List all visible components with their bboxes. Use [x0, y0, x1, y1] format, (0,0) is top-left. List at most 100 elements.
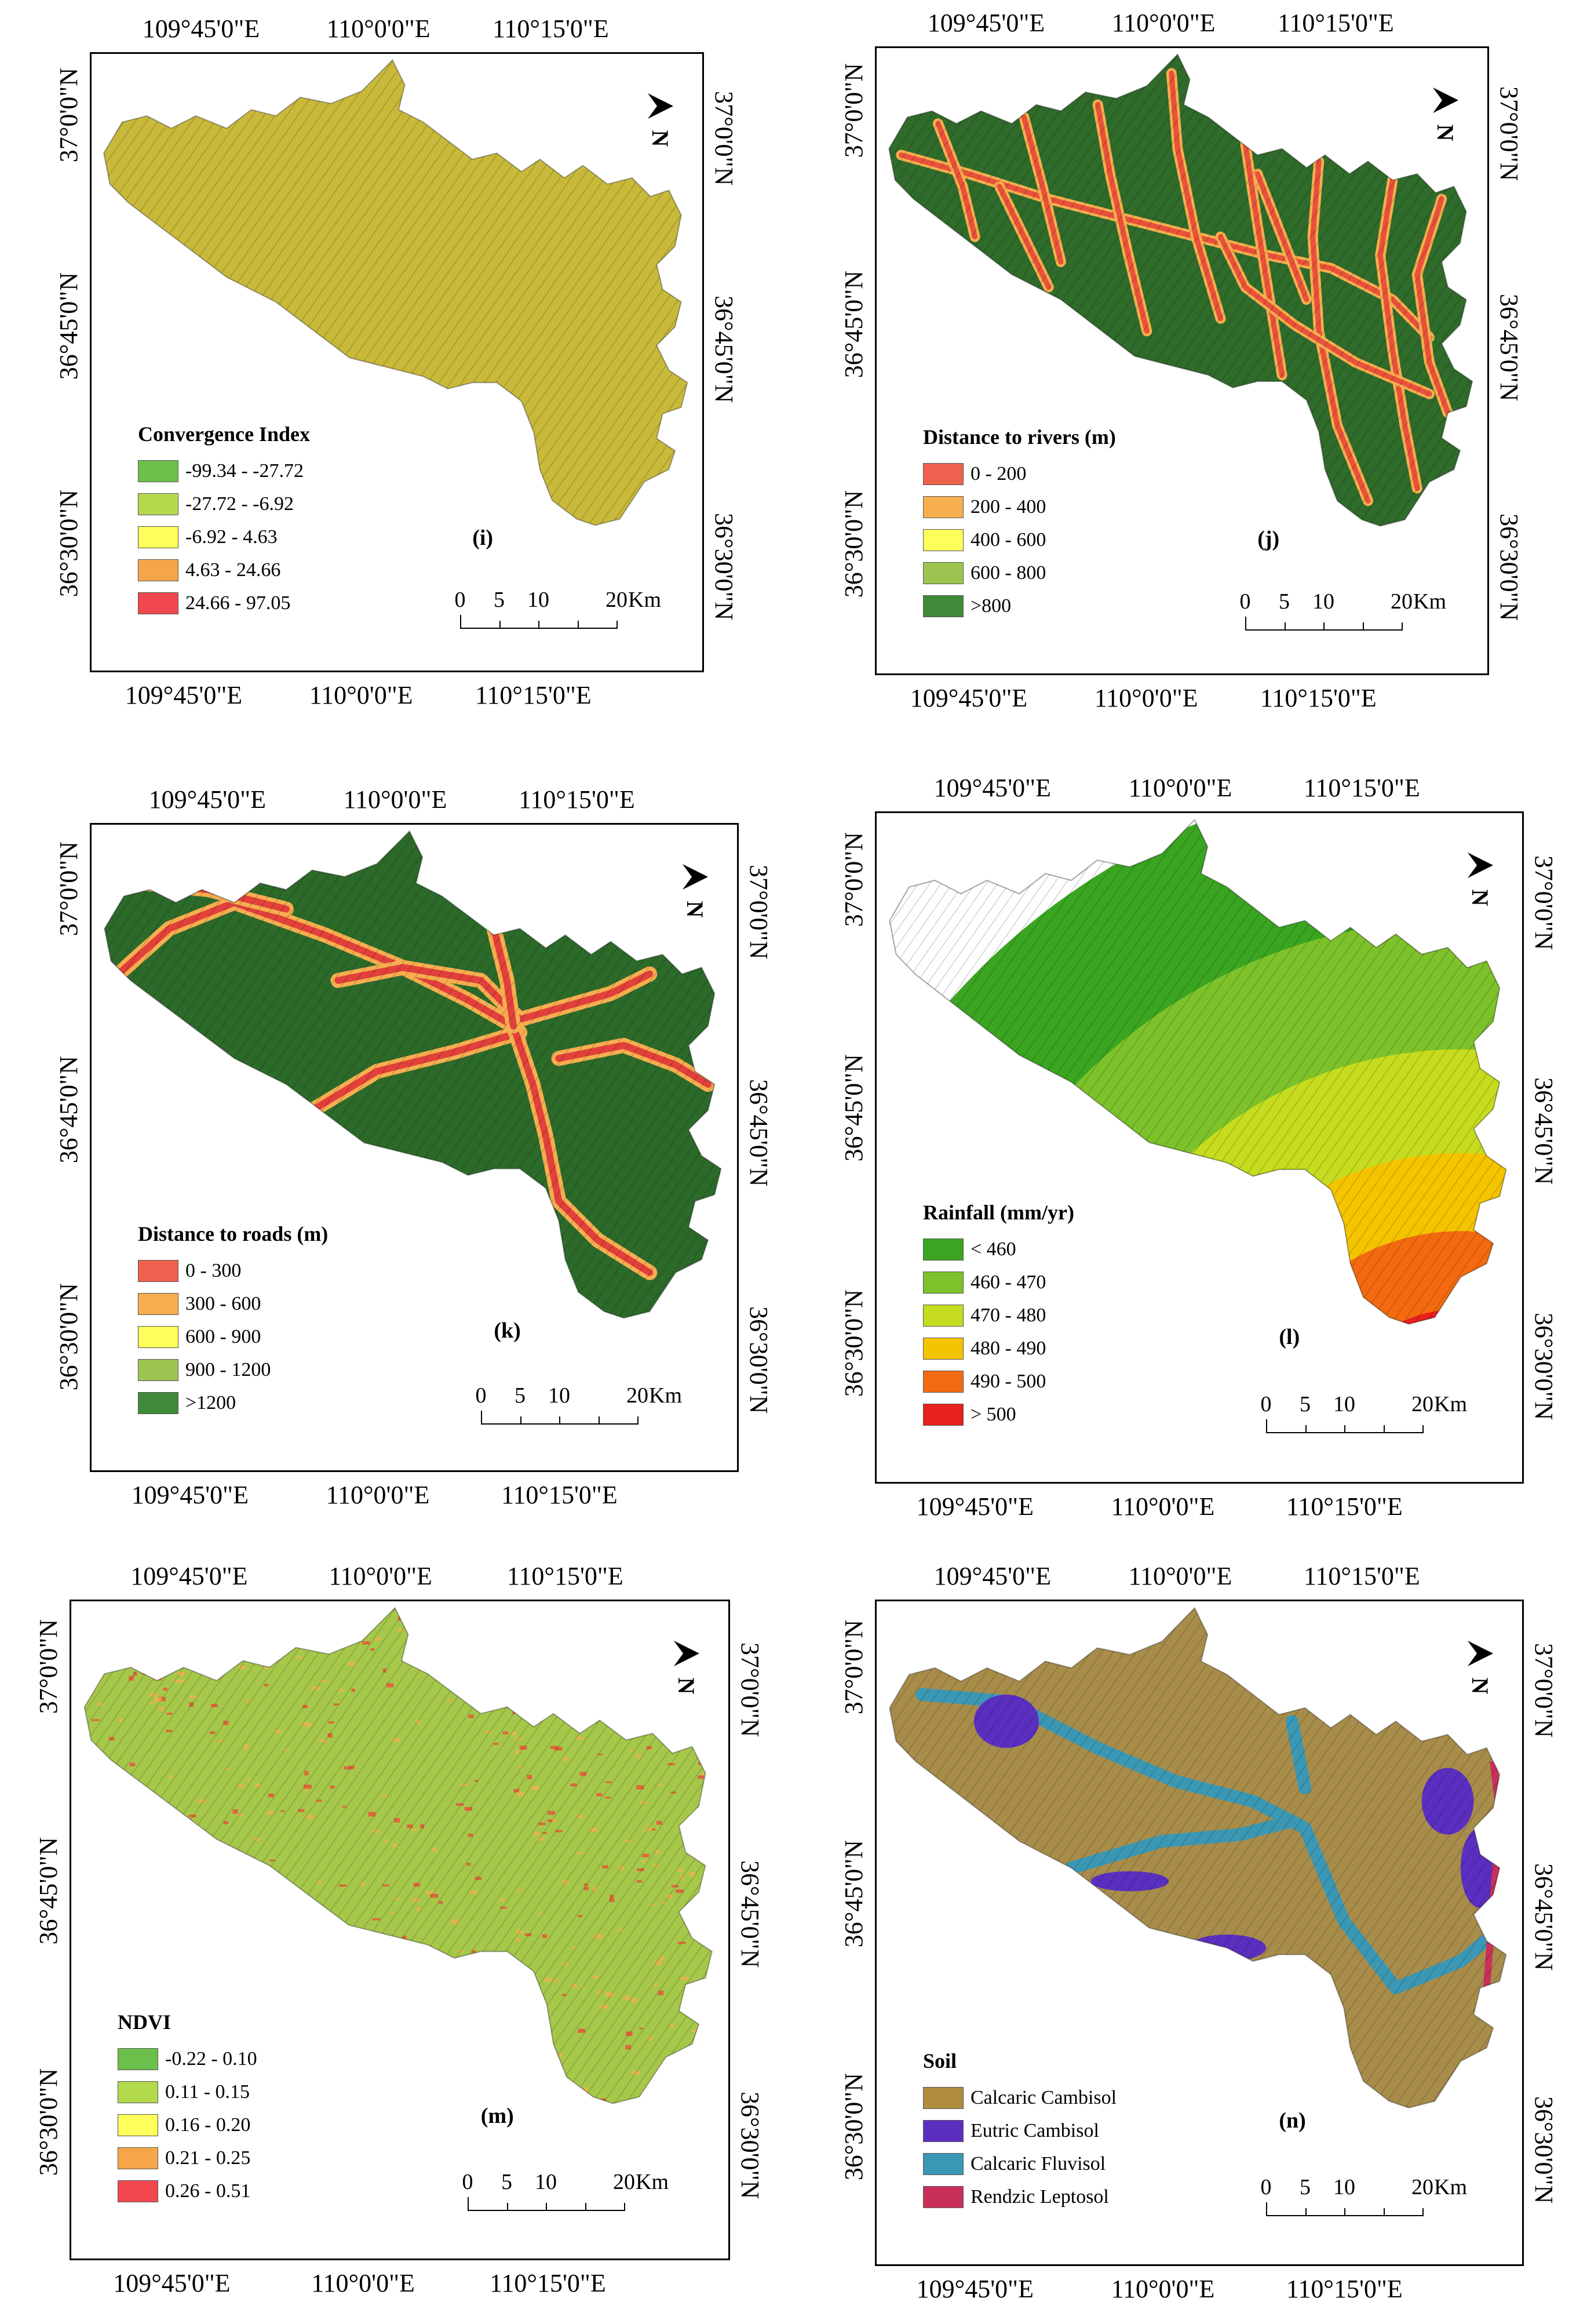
north-arrow-label: N: [1467, 890, 1493, 906]
north-arrow-label: N: [682, 901, 708, 918]
legend-swatch: [923, 529, 964, 551]
scale-tick-label: 5: [1300, 1392, 1311, 1416]
legend-item: >1200: [138, 1386, 328, 1419]
legend-label: 4.63 - 24.66: [185, 559, 281, 581]
latitude-label-right: 36°30'0"N: [1530, 1312, 1558, 1420]
latitude-label-right: 37°0'0"N: [1530, 855, 1558, 950]
legend-item: 0.16 - 0.20: [118, 2108, 257, 2141]
legend-swatch: [138, 1259, 178, 1282]
scale-tick: [1422, 1425, 1424, 1432]
legend-item: 480 - 490: [923, 1332, 1074, 1365]
scale-tick-label: 0: [1260, 2175, 1272, 2199]
legend-swatch: [138, 1292, 178, 1315]
scale-tick-label: 10: [548, 1383, 570, 1408]
legend-item: 460 - 470: [923, 1266, 1074, 1299]
longitude-label-top: 110°15'0"E: [519, 785, 635, 814]
legend-swatch: [138, 592, 178, 614]
panel-label: (k): [494, 1318, 521, 1343]
scale-line: [1266, 1419, 1424, 1433]
longitude-label-top: 109°45'0"E: [142, 14, 260, 43]
longitude-label-bottom: 110°0'0"E: [326, 1481, 430, 1509]
panel-label: (i): [472, 526, 494, 551]
legend-swatch: [118, 2114, 158, 2136]
legend-label: Rendzic Leptosol: [971, 2185, 1109, 2208]
scale-tick: [499, 621, 501, 628]
longitude-label-top: 109°45'0"E: [933, 774, 1051, 802]
latitude-label-right: 37°0'0"N: [745, 865, 773, 960]
legend-swatch: [923, 2086, 964, 2109]
latitude-label-right: 36°45'0"N: [1530, 1077, 1558, 1185]
longitude-label-bottom: 110°0'0"E: [1111, 2275, 1215, 2303]
map-legend: Convergence Index -99.34 - -27.72 -27.72 -…: [138, 422, 310, 620]
latitude-label-right: 36°30'0"N: [736, 2092, 764, 2199]
map-frame: N Rainfall (mm/yr) < 460 460 - 470 470 - 480…: [875, 811, 1524, 1484]
study-area-map: [889, 1607, 1507, 2109]
legend-swatch: [118, 2048, 158, 2070]
legend-label: 490 - 500: [971, 1370, 1046, 1392]
scale-tick-label: 20: [613, 2170, 635, 2195]
legend-label: > 500: [971, 1403, 1016, 1425]
legend-item: 300 - 600: [138, 1287, 328, 1320]
map-legend: NDVI -0.22 - 0.10 0.11 - 0.15 0.16 - 0.20 0.…: [118, 2010, 257, 2208]
latitude-label-left: 36°45'0"N: [34, 1837, 63, 1945]
legend-item: Calcaric Cambisol: [923, 2081, 1117, 2114]
legend-title: Convergence Index: [138, 422, 310, 446]
latitude-label-right: 36°45'0"N: [736, 1860, 764, 1968]
scale-tick: [1284, 622, 1286, 630]
scale-line: [460, 615, 618, 629]
legend-item: 600 - 900: [138, 1320, 328, 1353]
scale-tick-label: 10: [535, 2170, 557, 2195]
scale-tick: [546, 2203, 547, 2210]
map-layer: [104, 831, 721, 1318]
legend-item: 200 - 400: [923, 490, 1116, 523]
legend-item: >800: [923, 589, 1116, 622]
legend-swatch: [923, 496, 964, 518]
legend-swatch: [138, 1325, 178, 1348]
scale-line: [1266, 2202, 1424, 2216]
legend-label: -27.72 - -6.92: [185, 493, 294, 515]
longitude-label-top: 109°45'0"E: [148, 785, 266, 814]
longitude-label-bottom: 110°15'0"E: [490, 2269, 606, 2297]
legend-swatch: [923, 462, 964, 485]
longitude-label-top: 110°15'0"E: [1304, 1562, 1420, 1590]
map-frame: N NDVI -0.22 - 0.10 0.11 - 0.15 0.16 - 0.20 0…: [70, 1600, 730, 2260]
north-arrow-icon: N: [673, 1641, 699, 1695]
legend-label: 460 - 470: [971, 1271, 1046, 1293]
legend-swatch: [138, 526, 178, 548]
latitude-label-right: 36°45'0"N: [1495, 293, 1523, 401]
map-panel: N Soil Calcaric Cambisol Eutric Cambisol Cal…: [840, 1564, 1558, 2302]
legend-label: >1200: [185, 1392, 236, 1414]
legend-label: 200 - 400: [971, 496, 1046, 518]
legend-item: 0 - 200: [923, 457, 1116, 490]
latitude-label-right: 36°45'0"N: [745, 1079, 773, 1186]
longitude-label-top: 110°0'0"E: [1111, 9, 1216, 37]
study-area-map: [103, 59, 688, 526]
latitude-label-left: 36°30'0"N: [840, 2073, 868, 2181]
legend-swatch: [138, 493, 178, 515]
scale-tick: [520, 1416, 521, 1424]
legend-item: -27.72 - -6.92: [138, 487, 310, 520]
legend-swatch: [923, 562, 964, 584]
scale-bar: 0 5 10 20 Km: [455, 587, 709, 639]
legend-label: 600 - 800: [971, 562, 1046, 584]
legend-item: < 460: [923, 1233, 1074, 1266]
legend-label: 0.16 - 0.20: [165, 2114, 251, 2136]
latitude-label-right: 37°0'0"N: [710, 91, 738, 186]
scale-tick-label: 5: [494, 588, 505, 613]
legend-item: 0.11 - 0.15: [118, 2075, 257, 2108]
scale-tick: [1305, 1425, 1307, 1432]
panel-label: (m): [480, 2104, 514, 2129]
latitude-label-left: 36°45'0"N: [54, 1055, 83, 1163]
longitude-label-bottom: 110°15'0"E: [1286, 2275, 1403, 2303]
scale-tick: [1344, 2208, 1345, 2215]
north-arrow-icon: N: [1467, 1641, 1493, 1695]
scale-tick: [1305, 2208, 1307, 2215]
legend-swatch: [138, 1358, 178, 1381]
scale-line: [481, 1411, 639, 1425]
scale-tick: [577, 621, 579, 628]
scale-tick: [1344, 1425, 1345, 1432]
scale-tick: [616, 621, 618, 628]
latitude-label-right: 36°30'0"N: [745, 1306, 773, 1414]
legend-swatch: [923, 2119, 964, 2142]
latitude-label-right: 37°0'0"N: [1530, 1643, 1558, 1738]
